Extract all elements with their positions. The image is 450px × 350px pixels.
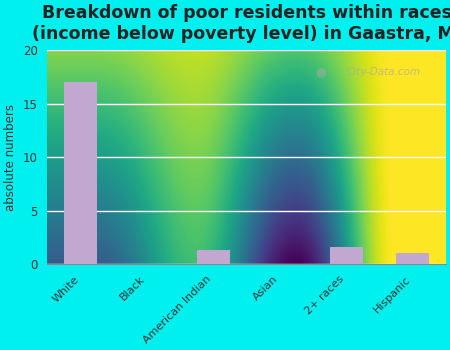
Text: ●: ● [315,65,326,78]
Bar [329,247,363,265]
Bar [396,253,429,265]
Bar [64,82,97,265]
Title: Breakdown of poor residents within races
(income below poverty level) in Gaastra: Breakdown of poor residents within races… [32,4,450,43]
Bar [197,251,230,265]
Text: City-Data.com: City-Data.com [346,66,420,77]
Y-axis label: absolute numbers: absolute numbers [4,104,17,211]
